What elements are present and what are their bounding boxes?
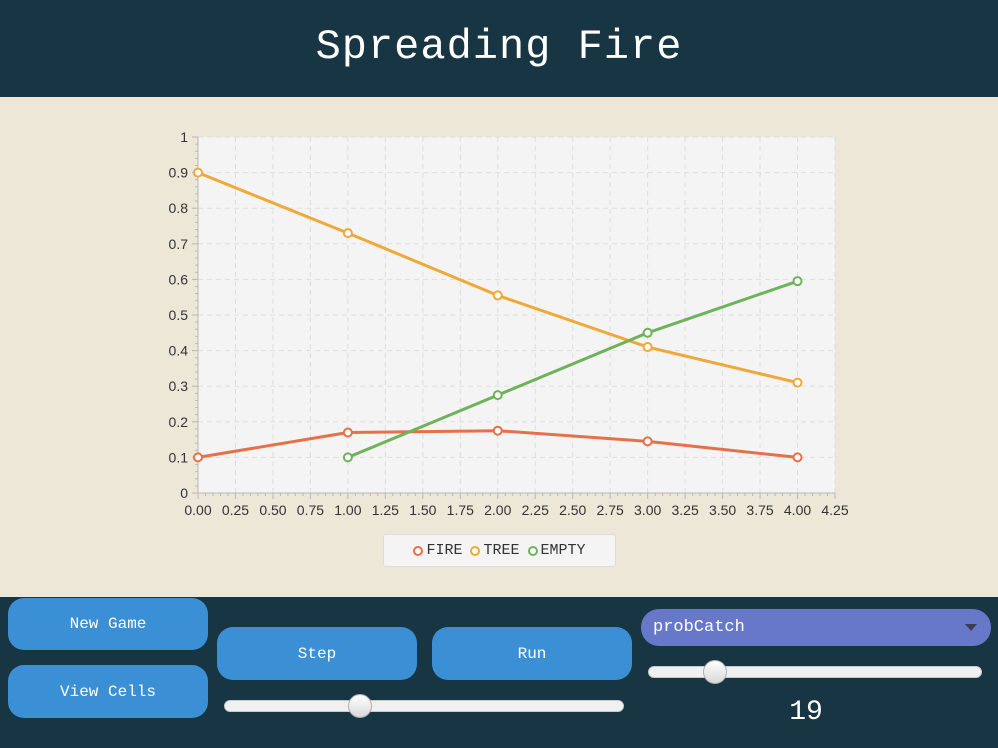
x-tick-label: 2.75: [597, 502, 624, 518]
legend-item-empty: EMPTY: [527, 542, 586, 559]
control-panel: New Game View Cells Step Run probCatch 1…: [0, 597, 998, 748]
x-tick-label: 3.75: [746, 502, 773, 518]
chevron-down-icon: [965, 624, 977, 631]
y-tick-label: 0.3: [169, 378, 189, 394]
parameter-slider[interactable]: [648, 660, 982, 684]
data-point-fire: [642, 436, 653, 447]
y-tick-label: 0: [180, 485, 188, 501]
x-tick-label: 1.50: [409, 502, 436, 518]
data-point-tree: [642, 342, 653, 353]
legend-item-tree: TREE: [470, 542, 520, 559]
data-point-tree: [342, 228, 353, 239]
app-title: Spreading Fire: [315, 22, 683, 71]
view-cells-button[interactable]: View Cells: [8, 665, 208, 718]
x-tick-label: 3.00: [634, 502, 661, 518]
x-tick-label: 4.25: [821, 502, 848, 518]
x-tick-label: 2.50: [559, 502, 586, 518]
run-button[interactable]: Run: [432, 627, 632, 680]
speed-slider[interactable]: [224, 694, 624, 718]
legend-label: FIRE: [426, 542, 463, 559]
data-point-empty: [792, 276, 803, 287]
x-tick-label: 1.75: [447, 502, 474, 518]
y-tick-label: 0.6: [169, 271, 189, 287]
data-point-fire: [792, 452, 803, 463]
legend-label: TREE: [483, 542, 520, 559]
y-tick-label: 0.4: [169, 343, 189, 359]
x-tick-label: 1.25: [372, 502, 399, 518]
legend-marker-icon: [470, 545, 481, 556]
data-point-fire: [342, 427, 353, 438]
x-tick-label: 3.25: [671, 502, 698, 518]
new-game-button[interactable]: New Game: [8, 598, 208, 650]
parameter-value-readout: 19: [789, 697, 823, 728]
legend-marker-icon: [527, 545, 538, 556]
x-tick-label: 2.00: [484, 502, 511, 518]
line-chart: 0.00 0.25 0.50 0.75 1.00 1.25 1.50 1.75 2.00 2.25…: [169, 129, 849, 518]
data-point-tree: [792, 377, 803, 388]
data-point-empty: [642, 327, 653, 338]
chart-panel: 0.00 0.25 0.50 0.75 1.00 1.25 1.50 1.75 2.00 2.25…: [0, 97, 998, 597]
data-point-fire: [193, 452, 203, 463]
y-tick-label: 0.8: [169, 200, 189, 216]
y-tick-label: 0.2: [169, 414, 189, 430]
x-tick-label: 0.75: [297, 502, 324, 518]
step-button[interactable]: Step: [217, 627, 417, 680]
app-header: Spreading Fire: [0, 0, 998, 97]
legend-label: EMPTY: [540, 542, 586, 559]
data-point-fire: [492, 425, 503, 436]
y-tick-label: 0.7: [169, 236, 189, 252]
parameter-dropdown-value: probCatch: [653, 618, 745, 637]
x-tick-label: 1.00: [334, 502, 361, 518]
legend-marker-icon: [413, 545, 424, 556]
parameter-dropdown[interactable]: probCatch: [641, 609, 991, 646]
x-tick-label: 0.00: [184, 502, 211, 518]
x-tick-label: 2.25: [522, 502, 549, 518]
y-tick-label: 1: [180, 129, 188, 145]
x-tick-label: 0.25: [222, 502, 249, 518]
x-tick-label: 4.00: [784, 502, 811, 518]
y-tick-label: 0.9: [169, 165, 189, 181]
y-tick-label: 0.5: [169, 307, 189, 323]
series-line-empty: [347, 279, 799, 459]
data-point-tree: [193, 167, 203, 178]
y-tick-label: 0.1: [169, 449, 189, 465]
data-point-empty: [342, 452, 353, 463]
chart-legend: FIRE TREE EMPTY: [383, 534, 616, 567]
x-tick-label: 0.50: [259, 502, 286, 518]
parameter-slider-thumb[interactable]: [703, 660, 728, 684]
speed-slider-thumb[interactable]: [348, 694, 373, 718]
data-point-empty: [492, 390, 503, 401]
x-tick-label: 3.50: [709, 502, 736, 518]
data-point-tree: [492, 290, 503, 301]
legend-item-fire: FIRE: [413, 542, 462, 559]
